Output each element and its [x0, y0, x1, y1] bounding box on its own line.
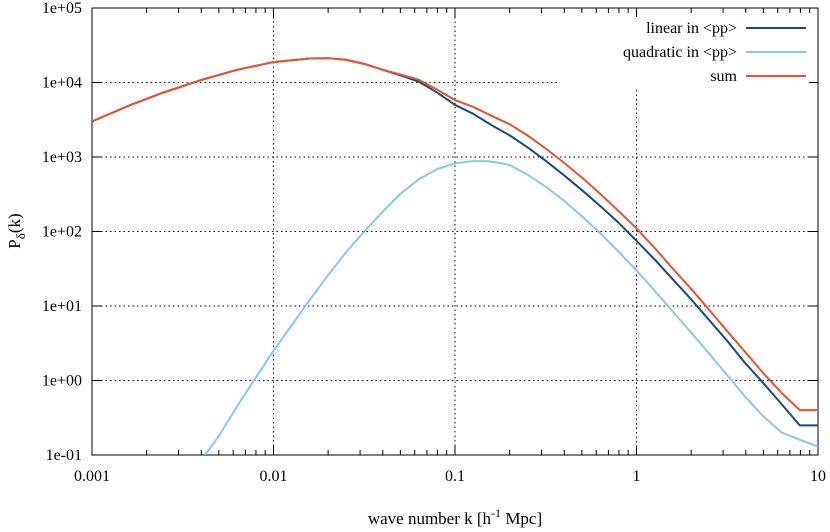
y-axis-label-main: P [5, 239, 24, 248]
y-tick-label: 1e+01 [42, 298, 82, 315]
x-tick-label: 0.001 [74, 468, 110, 485]
y-tick-label: 1e+03 [42, 149, 82, 166]
y-axis-label: Pδ(k) [5, 213, 28, 248]
y-tick-label: 1e+04 [42, 75, 82, 92]
grid-lines [92, 8, 818, 455]
x-axis-label-main: wave number k [h [368, 509, 492, 528]
x-axis-label-sup: -1 [491, 506, 501, 520]
legend-label-sum: sum [710, 68, 737, 85]
y-tick-label: 1e-01 [46, 447, 82, 464]
y-tick-label: 1e+05 [42, 0, 82, 17]
x-axis-label-tail: Mpc] [501, 509, 542, 528]
data-series [92, 57, 818, 455]
legend-label-linear-in-pp: linear in <pp> [646, 20, 737, 37]
x-tick-label: 0.1 [445, 468, 465, 485]
x-tick-label: 10 [810, 468, 826, 485]
legend-label-quadratic-in-pp: quadratic in <pp> [623, 44, 737, 61]
legend: linear in <pp> quadratic in <pp> sum [623, 20, 806, 85]
x-tick-label: 1 [633, 468, 641, 485]
series-line-quadratic-in-pp [204, 160, 818, 455]
series-line-linear-in-pp [92, 57, 818, 427]
y-tick-label: 1e+02 [42, 224, 82, 241]
y-axis-label-sub: δ [13, 233, 28, 239]
x-axis-label: wave number k [h-1 Mpc] [368, 506, 542, 528]
y-tick-label: 1e+00 [42, 373, 82, 390]
x-tick-label: 0.01 [260, 468, 288, 485]
series-line-sum [92, 57, 818, 412]
y-axis-label-tail: (k) [5, 213, 24, 233]
axis-ticks: 0.001 0.01 0.1 1 10 1e-01 1e+00 1e+01 1e+02 1e+03… [42, 0, 826, 485]
